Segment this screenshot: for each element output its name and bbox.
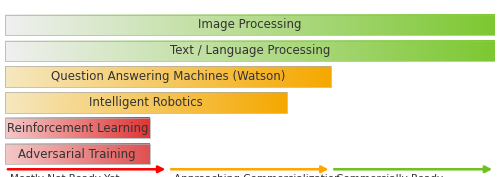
Bar	[5, 15, 495, 35]
Text: Text / Language Processing: Text / Language Processing	[170, 44, 330, 57]
Bar	[5, 66, 331, 87]
Text: Adversarial Training: Adversarial Training	[18, 148, 136, 161]
Text: Image Processing: Image Processing	[198, 18, 302, 31]
Text: Commercially Ready: Commercially Ready	[336, 174, 443, 177]
Bar	[5, 41, 495, 61]
Text: Mostly Not Ready Yet: Mostly Not Ready Yet	[10, 174, 120, 177]
Text: Question Answering Machines (Watson): Question Answering Machines (Watson)	[50, 70, 285, 83]
Bar	[5, 118, 150, 138]
Text: Reinforcement Learning: Reinforcement Learning	[6, 122, 148, 135]
Text: Intelligent Robotics: Intelligent Robotics	[89, 96, 203, 109]
Bar	[5, 92, 287, 113]
Bar	[5, 144, 150, 164]
Text: Approaching Commercialization: Approaching Commercialization	[174, 174, 341, 177]
